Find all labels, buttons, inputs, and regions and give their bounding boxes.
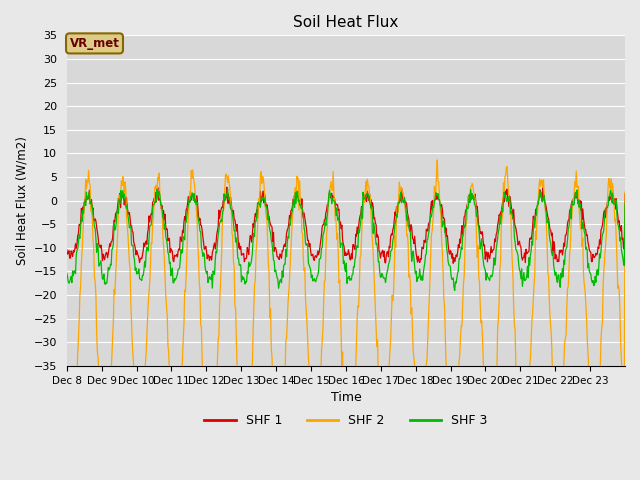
- Y-axis label: Soil Heat Flux (W/m2): Soil Heat Flux (W/m2): [15, 136, 28, 265]
- Legend: SHF 1, SHF 2, SHF 3: SHF 1, SHF 2, SHF 3: [200, 409, 492, 432]
- Text: VR_met: VR_met: [70, 37, 120, 50]
- X-axis label: Time: Time: [330, 391, 361, 404]
- Title: Soil Heat Flux: Soil Heat Flux: [293, 15, 399, 30]
